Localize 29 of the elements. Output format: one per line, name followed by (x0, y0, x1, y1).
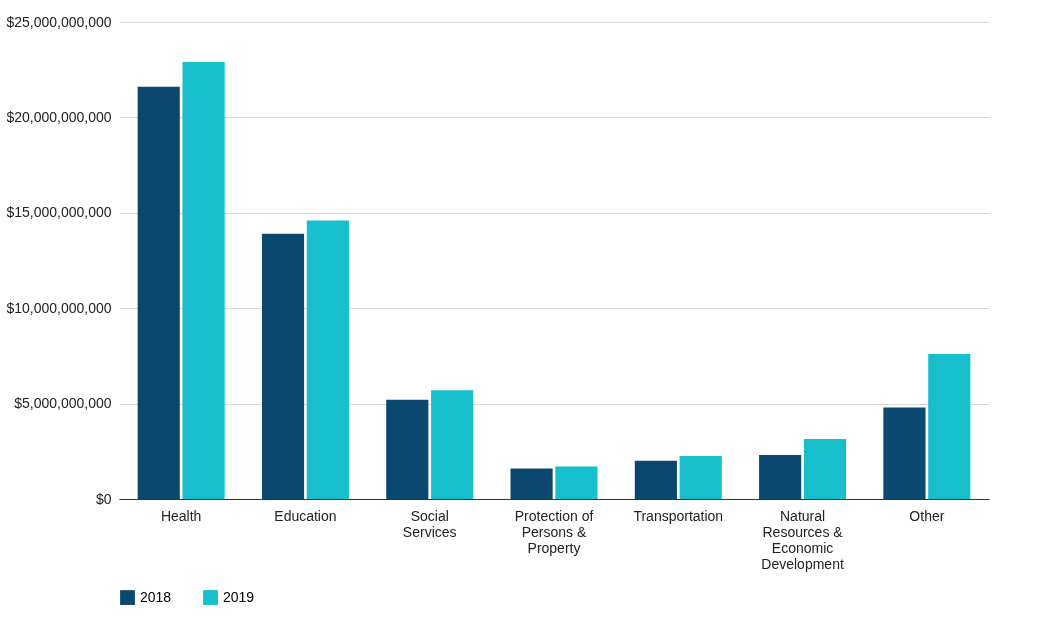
y-tick-label: $0 (95, 490, 112, 507)
x-tick-label: Transportation (633, 507, 724, 524)
bar (261, 233, 305, 499)
legend-label: 2018 (140, 588, 172, 605)
y-tick-label: $25,000,000,000 (6, 13, 112, 30)
bar (928, 353, 971, 499)
y-tick-label: $10,000,000,000 (6, 299, 112, 316)
bar (306, 220, 349, 499)
x-tick-label: Health (160, 507, 202, 524)
bar (555, 466, 598, 499)
bar (182, 62, 225, 499)
bar (431, 390, 474, 499)
x-tick-label: Protection of Persons & Property (514, 507, 594, 556)
legend-label: 2019 (223, 588, 255, 605)
x-tick-label: Education (274, 507, 337, 524)
bar (386, 399, 429, 499)
bar (759, 455, 802, 499)
bar (803, 438, 847, 499)
bar (634, 460, 677, 499)
bar (679, 456, 722, 499)
x-tick-label: Other (909, 507, 945, 524)
x-tick-label: Natural Resources & Economic Development (761, 507, 844, 572)
y-tick-label: $5,000,000,000 (14, 395, 112, 412)
bar (137, 86, 180, 499)
x-tick-label: Social Services (402, 507, 457, 540)
bar (883, 407, 926, 499)
bar (510, 468, 553, 499)
y-tick-label: $20,000,000,000 (6, 108, 112, 125)
y-tick-label: $15,000,000,000 (6, 204, 112, 221)
